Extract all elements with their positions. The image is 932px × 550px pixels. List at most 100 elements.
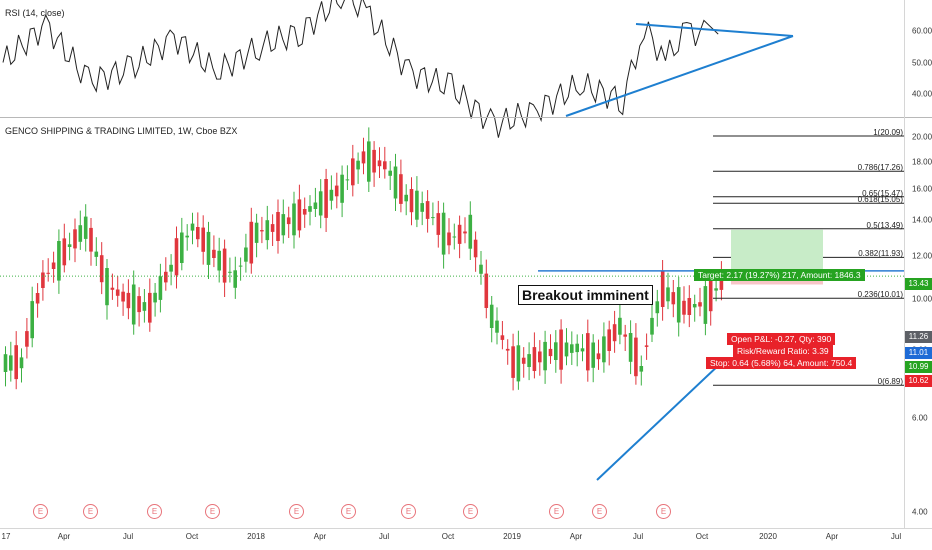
pane-divider[interactable] [0,117,932,118]
target-badge[interactable]: Target: 2.17 (19.27%) 217, Amount: 1846.… [694,269,865,281]
candle-body [249,221,254,264]
candle-body [361,151,366,164]
time-axis-label: Oct [441,532,455,541]
candle-body [639,366,644,372]
candle-body [73,229,77,249]
earnings-event-marker[interactable]: E [341,504,356,519]
candle-body [425,201,430,219]
candle-body [110,287,115,290]
candle-body [126,292,131,309]
candle-body [281,214,286,236]
candle-body [238,265,243,267]
risk-reward-badge[interactable]: Risk/Reward Ratio: 3.39 [733,345,833,357]
candle-body [57,241,61,281]
candle-body [612,324,617,342]
candle-body [356,160,360,170]
candle-body [698,302,702,307]
candle-body [623,334,627,337]
candle-body [687,298,692,315]
candle-body [420,203,424,212]
time-axis-label: Jul [632,532,644,541]
candle-body [3,354,8,372]
candle-body [185,235,189,238]
candle-body [500,335,505,340]
candle-body [415,190,419,220]
candle-body [628,333,633,362]
candle-body [377,160,382,167]
candle-body [527,354,531,367]
candle-body [217,250,221,271]
candle-body [457,224,462,244]
earnings-event-marker[interactable]: E [147,504,162,519]
price-tick-label: 16.00 [912,184,932,194]
breakout-annotation[interactable]: Breakout imminent [518,285,653,305]
candle-body [265,220,270,241]
candle-body [340,174,344,203]
fib-level-label: 0.382(11.93) [858,249,903,259]
fib-level-label: 0.618(15.05) [857,195,903,205]
candle-body [703,286,708,324]
candle-body [409,189,414,213]
candle-body [244,247,248,262]
time-axis-label: 2020 [759,532,777,541]
candle-body [142,302,147,311]
time-axis-border [0,528,932,529]
earnings-event-marker[interactable]: E [656,504,671,519]
earnings-event-marker[interactable]: E [401,504,416,519]
candle-body [463,231,467,234]
price-tick-label: 10.00 [912,294,932,303]
price-tick-label: 6.00 [912,413,928,423]
fib-level-label: 0.786(17.26) [857,163,903,173]
candle-body [201,227,205,252]
candle-body [196,227,200,240]
open-pnl-badge[interactable]: Open P&L: -0.27, Qty: 390 [727,333,836,345]
earnings-event-marker[interactable]: E [205,504,220,519]
candle-body [345,179,350,181]
fib-level-label: 0(6.89) [877,377,903,387]
earnings-event-marker[interactable]: E [33,504,48,519]
candle-body [206,231,211,265]
candle-body [222,248,227,283]
candle-body [286,217,291,225]
time-axis-label: Oct [185,532,199,541]
candle-body [634,337,638,377]
candle-body [351,158,355,186]
time-axis-label: 17 [1,532,11,541]
rsi-tick-label: 60.00 [912,26,932,36]
time-axis-label: Oct [695,532,709,541]
price-tick-label: 4.00 [912,507,928,517]
candle-body [131,284,136,325]
candle-body [441,212,446,255]
candle-body [484,273,489,308]
candle-body [329,189,334,201]
candle-body [660,271,665,307]
earnings-event-marker[interactable]: E [463,504,478,519]
earnings-event-marker[interactable]: E [289,504,304,519]
candle-body [276,212,280,241]
price-legend[interactable]: GENCO SHIPPING & TRADING LIMITED, 1W, Cb… [5,126,238,136]
price-tag: 11.26 [905,331,932,343]
candle-body [516,345,521,382]
candle-body [233,270,237,288]
candle-body [78,225,83,242]
candle-body [447,232,451,246]
time-axis-label: Jul [890,532,902,541]
rsi-legend[interactable]: RSI (14, close) [5,8,65,18]
candle-body [393,166,398,199]
earnings-event-marker[interactable]: E [549,504,564,519]
stop-badge[interactable]: Stop: 0.64 (5.68%) 64, Amount: 750.4 [706,357,857,369]
candle-body [318,191,323,216]
candle-body [570,344,574,353]
price-tag: 13.43 [905,278,932,290]
earnings-event-marker[interactable]: E [83,504,98,519]
candle-body [137,296,141,313]
rsi-upper-trendline [635,23,794,37]
candle-body [548,348,553,357]
candle-body [468,214,473,249]
earnings-event-marker[interactable]: E [592,504,607,519]
candle-body [260,230,264,232]
candle-body [650,317,654,335]
price-tick-label: 18.00 [912,157,932,167]
rsi-tick-label: 50.00 [912,58,932,67]
